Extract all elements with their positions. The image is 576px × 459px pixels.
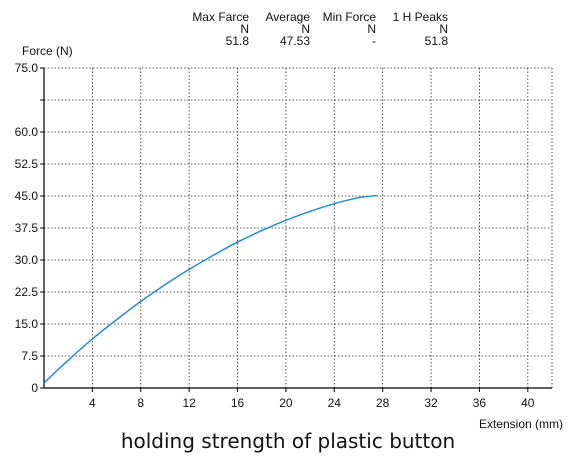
- stat-header: Max Farce: [192, 10, 249, 24]
- y-tick-label: 37.5: [15, 221, 39, 235]
- stat-value: 51.8: [226, 34, 250, 48]
- x-tick-label: 28: [376, 396, 390, 410]
- stat-header: 1 H Peaks: [393, 10, 448, 24]
- stat-value: 51.8: [425, 34, 449, 48]
- y-tick-label: 7.5: [21, 349, 38, 363]
- stat-header: Min Force: [323, 10, 377, 24]
- stat-unit: N: [301, 22, 310, 36]
- y-tick-label: 0: [31, 381, 38, 395]
- chart-caption: holding strength of plastic button: [120, 429, 456, 453]
- x-tick-label: 36: [473, 396, 487, 410]
- x-tick-label: 20: [279, 396, 293, 410]
- stat-header: Average: [266, 10, 311, 24]
- x-ticks: 4 8 12 16 20 24 28 32 36 40: [89, 388, 535, 410]
- x-tick-label: 40: [521, 396, 535, 410]
- y-tick-label: 15.0: [15, 317, 39, 331]
- series: [43, 194, 377, 384]
- stat-unit: N: [240, 22, 249, 36]
- stat-value: -: [372, 34, 376, 48]
- y-tick-label: 52.5: [15, 157, 39, 171]
- y-tick-label: 60.0: [15, 125, 39, 139]
- stat-unit: N: [367, 22, 376, 36]
- x-tick-label: 8: [137, 396, 144, 410]
- y-ticks: 0 7.5 15.0 22.5 30.0 37.5 45.0 52.5 60.0 75.0: [15, 61, 44, 395]
- grid: [44, 67, 553, 388]
- y-tick-label: 30.0: [15, 253, 39, 267]
- x-tick-label: 4: [89, 396, 96, 410]
- y-tick-label: 22.5: [15, 285, 39, 299]
- x-axis-label: Extension (mm): [479, 417, 563, 430]
- y-axis-label: Force (N): [22, 44, 73, 58]
- x-tick-label: 24: [328, 396, 342, 410]
- x-tick-label: 16: [231, 396, 245, 410]
- y-tick-label: 45.0: [15, 189, 39, 203]
- x-tick-label: 12: [182, 396, 196, 410]
- series-line: [43, 194, 377, 384]
- stat-value: 47.53: [280, 34, 310, 48]
- x-tick-label: 32: [424, 396, 438, 410]
- stat-unit: N: [439, 22, 448, 36]
- y-tick-label: 75.0: [15, 61, 39, 75]
